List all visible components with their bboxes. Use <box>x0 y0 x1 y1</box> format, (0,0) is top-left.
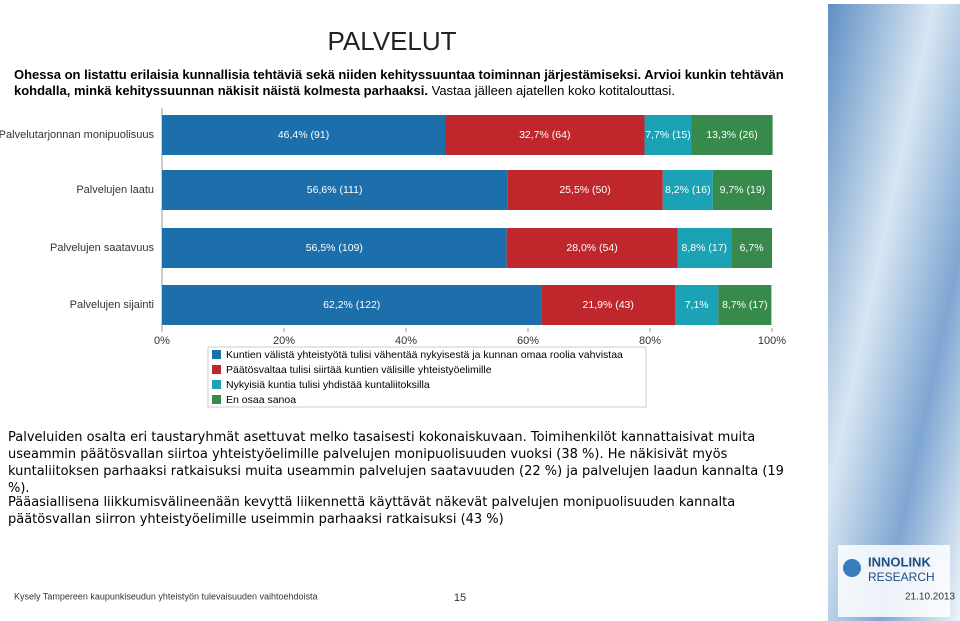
bar-segment <box>662 170 713 210</box>
bar-segment <box>445 115 645 155</box>
intro-bold: Ohessa on listattu erilaisia kunnallisia… <box>14 67 784 98</box>
y-tick-label: Palvelutarjonnan monipuolisuus <box>0 129 154 141</box>
data-label: 46,4% (91) <box>278 129 329 141</box>
x-tick-label: 100% <box>758 335 786 347</box>
data-label: 7,7% (15) <box>645 129 691 141</box>
data-label: 9,7% (19) <box>720 184 766 196</box>
paragraph: Pääasiallisena liikkumisvälineenään kevy… <box>8 495 736 527</box>
bar-segment <box>731 228 772 268</box>
x-tick-label: 60% <box>517 335 539 347</box>
bar-segment <box>162 115 446 155</box>
logo-text: INNOLINK <box>868 554 931 569</box>
bar-segment <box>691 115 773 155</box>
y-tick-label: Palvelujen saatavuus <box>50 242 154 254</box>
logo-icon <box>843 559 861 577</box>
x-tick-label: 80% <box>639 335 661 347</box>
side-image <box>828 4 960 621</box>
logo-text: RESEARCH <box>868 570 935 584</box>
bar-segment <box>162 228 507 268</box>
x-tick-label: 40% <box>395 335 417 347</box>
page-number: 15 <box>454 592 466 604</box>
data-label: 7,1% <box>685 299 709 311</box>
intro: Ohessa on listattu erilaisia kunnallisia… <box>14 67 804 99</box>
data-label: 13,3% (26) <box>706 129 757 141</box>
legend-swatch <box>212 380 221 389</box>
intro-normal: Vastaa jälleen ajatellen koko kotitalout… <box>431 83 675 98</box>
legend-label: En osaa sanoa <box>226 394 296 406</box>
legend-swatch <box>212 395 221 404</box>
data-label: 8,2% (16) <box>665 184 711 196</box>
bar-segment <box>506 228 678 268</box>
legend-label: Kuntien välistä yhteistyötä tulisi vähen… <box>226 349 623 361</box>
y-tick-label: Palvelujen sijainti <box>70 299 154 311</box>
logo-bg <box>838 545 950 617</box>
footer: Kysely Tampereen kaupunkiseudun yhteisty… <box>14 591 318 601</box>
data-label: 8,8% (17) <box>682 242 728 254</box>
bar-segment <box>507 170 663 210</box>
bar-segment <box>677 228 732 268</box>
bar-segment <box>162 170 508 210</box>
data-label: 21,9% (43) <box>583 299 634 311</box>
data-label: 8,7% (17) <box>722 299 768 311</box>
bar-segment <box>675 285 719 325</box>
bar-segment <box>712 170 772 210</box>
legend-label: Nykyisiä kuntia tulisi yhdistää kuntalii… <box>226 379 430 391</box>
bar-segment <box>644 115 692 155</box>
bar-segment <box>718 285 772 325</box>
y-tick-label: Palvelujen laatu <box>76 184 154 196</box>
slide-title: PALVELUT <box>327 26 456 56</box>
data-label: 25,5% (50) <box>559 184 610 196</box>
date: 21.10.2013 <box>905 592 955 603</box>
data-label: 32,7% (64) <box>519 129 570 141</box>
bar-segment <box>162 285 542 325</box>
legend-box <box>207 346 647 408</box>
x-tick-label: 0% <box>154 335 170 347</box>
data-label: 28,0% (54) <box>566 242 617 254</box>
legend-swatch <box>212 350 221 359</box>
legend-swatch <box>212 365 221 374</box>
data-label: 6,7% <box>740 242 764 254</box>
x-tick-label: 20% <box>273 335 295 347</box>
paragraph: Palveluiden osalta eri taustaryhmät aset… <box>8 430 784 496</box>
bar-segment <box>541 285 676 325</box>
data-label: 56,5% (109) <box>306 242 363 254</box>
data-label: 62,2% (122) <box>323 299 380 311</box>
legend-label: Päätösvaltaa tulisi siirtää kuntien väli… <box>226 364 492 376</box>
data-label: 56,6% (111) <box>307 184 363 196</box>
